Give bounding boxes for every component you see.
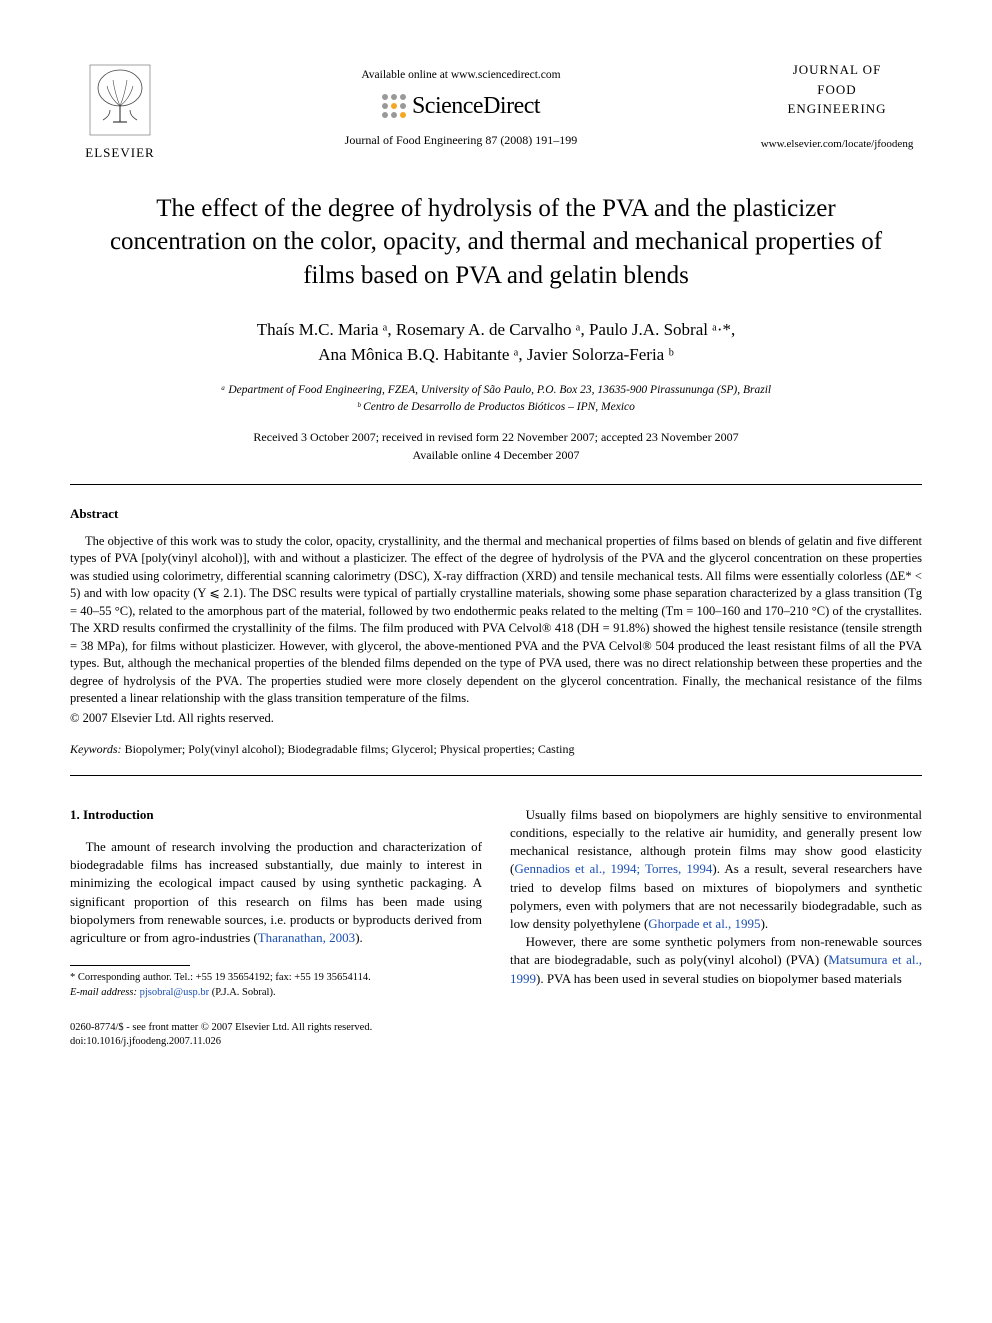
citation-ghorpade[interactable]: Ghorpade et al., 1995 <box>648 916 760 931</box>
sciencedirect-label: ScienceDirect <box>412 90 540 122</box>
affiliation-b: ᵇ Centro de Desarrollo de Productos Biót… <box>357 401 635 413</box>
rule-bottom <box>70 775 922 776</box>
journal-reference: Journal of Food Engineering 87 (2008) 19… <box>170 132 752 148</box>
intro-para-1: The amount of research involving the pro… <box>70 838 482 947</box>
right-column: Usually films based on biopolymers are h… <box>510 806 922 1050</box>
sciencedirect-dots-icon <box>382 94 406 118</box>
abstract-block: Abstract The objective of this work was … <box>70 505 922 726</box>
abstract-heading: Abstract <box>70 505 922 523</box>
corresponding-text: * Corresponding author. Tel.: +55 19 356… <box>70 972 371 983</box>
keywords-text: Biopolymer; Poly(vinyl alcohol); Biodegr… <box>125 742 575 756</box>
intro-para-3: However, there are some synthetic polyme… <box>510 933 922 988</box>
front-matter-text: 0260-8774/$ - see front matter © 2007 El… <box>70 1022 372 1033</box>
citation-gennadios-torres[interactable]: Gennadios et al., 1994; Torres, 1994 <box>514 861 712 876</box>
affiliations-block: ᵃ Department of Food Engineering, FZEA, … <box>70 382 922 417</box>
rule-top <box>70 484 922 485</box>
section-1-heading: 1. Introduction <box>70 806 482 824</box>
article-title: The effect of the degree of hydrolysis o… <box>90 192 902 293</box>
sciencedirect-logo: ScienceDirect <box>170 90 752 122</box>
online-date: Available online 4 December 2007 <box>412 448 579 462</box>
body-columns: 1. Introduction The amount of research i… <box>70 806 922 1050</box>
journal-name: JOURNAL OF FOOD ENGINEERING <box>752 60 922 119</box>
left-column: 1. Introduction The amount of research i… <box>70 806 482 1050</box>
abstract-text: The objective of this work was to study … <box>70 533 922 708</box>
journal-name-block: JOURNAL OF FOOD ENGINEERING www.elsevier… <box>752 60 922 151</box>
keywords-label: Keywords: <box>70 742 122 756</box>
journal-url: www.elsevier.com/locate/jfoodeng <box>752 137 922 152</box>
affiliation-a: ᵃ Department of Food Engineering, FZEA, … <box>221 384 771 396</box>
authors-line-1: Thaís M.C. Maria ᵃ, Rosemary A. de Carva… <box>257 320 736 339</box>
dates-block: Received 3 October 2007; received in rev… <box>70 428 922 464</box>
doi-text: doi:10.1016/j.jfoodeng.2007.11.026 <box>70 1036 221 1047</box>
footnote-separator <box>70 965 190 966</box>
elsevier-label: ELSEVIER <box>85 144 154 162</box>
received-date: Received 3 October 2007; received in rev… <box>253 430 738 444</box>
elsevier-logo: ELSEVIER <box>70 60 170 162</box>
footer-block: 0260-8774/$ - see front matter © 2007 El… <box>70 1021 482 1050</box>
citation-tharanathan[interactable]: Tharanathan, 2003 <box>258 930 355 945</box>
authors-block: Thaís M.C. Maria ᵃ, Rosemary A. de Carva… <box>70 317 922 368</box>
paper-header: ELSEVIER Available online at www.science… <box>70 60 922 162</box>
center-header: Available online at www.sciencedirect.co… <box>170 60 752 148</box>
email-link[interactable]: pjsobral@usp.br <box>140 987 209 998</box>
intro-para-2: Usually films based on biopolymers are h… <box>510 806 922 933</box>
keywords-block: Keywords: Biopolymer; Poly(vinyl alcohol… <box>70 741 922 757</box>
abstract-copyright: © 2007 Elsevier Ltd. All rights reserved… <box>70 710 922 727</box>
available-online-text: Available online at www.sciencedirect.co… <box>170 68 752 84</box>
corresponding-author-footnote: * Corresponding author. Tel.: +55 19 356… <box>70 971 482 1000</box>
email-author-name: (P.J.A. Sobral). <box>212 987 276 998</box>
email-label: E-mail address: <box>70 987 137 998</box>
authors-line-2: Ana Mônica B.Q. Habitante ᵃ, Javier Solo… <box>318 345 673 364</box>
elsevier-tree-icon <box>85 60 155 140</box>
